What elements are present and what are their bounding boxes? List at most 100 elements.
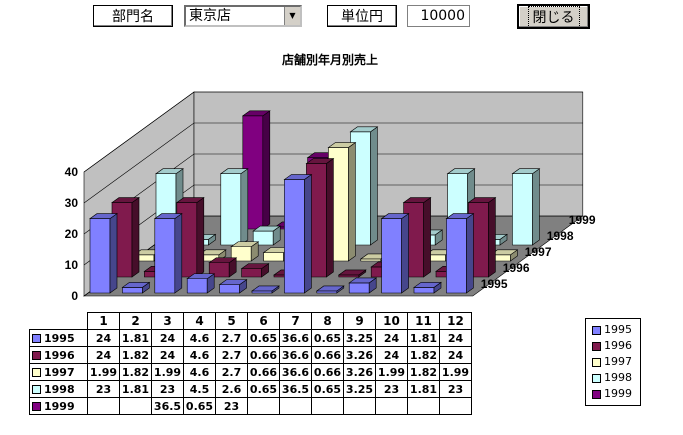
close-button[interactable]: 閉じる xyxy=(517,4,590,29)
bar-top-1995-12 xyxy=(445,213,475,219)
bar-top-1996-8 xyxy=(337,269,367,276)
bar-top-1998-4 xyxy=(252,225,282,232)
legend-swatch xyxy=(592,357,601,367)
table-cell: 1.82 xyxy=(119,346,152,364)
legend-swatch xyxy=(592,325,601,335)
y-tick-label: 20 xyxy=(65,227,79,241)
x-tick-label: 1 xyxy=(87,312,120,330)
table-cell: 1.82 xyxy=(119,363,152,381)
bar-top-1996-1 xyxy=(111,197,140,203)
bar-side-1996-3 xyxy=(196,197,205,278)
table-row-name: 1996 xyxy=(44,348,75,362)
table-cell: 0.65 xyxy=(183,397,216,415)
table-row: 1999 36.5 0.65 23 xyxy=(29,397,472,415)
table-cell: 0.66 xyxy=(311,363,344,381)
bar-front-1995-1 xyxy=(89,218,111,294)
table-cell: 2.7 xyxy=(215,363,248,381)
chart-legend: 1995 1996 1997 1998 1999 xyxy=(585,318,641,406)
chevron-down-icon[interactable]: ▼ xyxy=(284,7,300,25)
legend-swatch xyxy=(592,389,601,399)
data-table: 1 2 3 4 5 6 7 8 9 10 11 12 1995 24 1.81 24 4.6 2.7 0.65 36.… xyxy=(29,312,472,415)
table-cell: 24 xyxy=(151,346,184,364)
table-cell xyxy=(119,397,152,415)
table-cell: 2.7 xyxy=(215,346,248,364)
legend-swatch xyxy=(592,373,601,383)
table-row: 1998 23 1.81 23 4.5 2.6 0.65 36.5 0.65 3.25 23 1.81… xyxy=(29,380,472,398)
legend-label: 1995 xyxy=(604,323,632,336)
bar-top-1995-3 xyxy=(153,213,183,219)
x-tick-label: 12 xyxy=(439,312,472,330)
bar-top-1995-10 xyxy=(380,213,410,219)
y-tick-label: 10 xyxy=(65,258,79,272)
bar-side-1995-1 xyxy=(109,213,118,294)
bar-side-1996-12 xyxy=(488,197,496,278)
bar-front-1998-3 xyxy=(220,173,242,246)
store-select[interactable]: 東京店 ▼ xyxy=(184,5,302,27)
table-cell: 36.6 xyxy=(279,346,312,364)
bar-side-1996-1 xyxy=(131,197,140,278)
bar-front-1996-5 xyxy=(241,268,262,278)
table-cell xyxy=(407,397,440,415)
table-cell: 1.81 xyxy=(119,329,152,347)
series-depth-label: 1998 xyxy=(547,229,574,243)
series-depth-label: 1995 xyxy=(481,277,508,291)
x-tick-label: 9 xyxy=(343,312,376,330)
table-cell xyxy=(87,397,120,415)
table-row: 1995 24 1.81 24 4.6 2.7 0.65 36.6 0.65 3.25 24 1.81… xyxy=(29,329,472,347)
table-cell: 24 xyxy=(439,346,472,364)
legend-swatch xyxy=(32,351,41,360)
y-tick-label: 0 xyxy=(71,289,78,303)
table-cell: 3.25 xyxy=(343,329,376,347)
legend-swatch xyxy=(32,385,41,394)
unit-field[interactable]: 10000 xyxy=(407,5,470,27)
bar-front-1995-8 xyxy=(316,290,338,294)
chart-3d-area: 0 10 20 30 40 1995 1996 1997 1998 1999 xyxy=(65,91,596,303)
bar-side-1996-10 xyxy=(423,197,431,278)
table-row-name: 1999 xyxy=(44,399,75,413)
bar-front-1995-5 xyxy=(219,284,240,294)
table-cell: 36.5 xyxy=(279,380,312,398)
y-tick-label: 40 xyxy=(65,165,79,179)
bar-top-1995-11 xyxy=(413,282,442,288)
bar-side-1995-3 xyxy=(174,213,183,294)
unit-label: 単位円 xyxy=(327,5,397,27)
table-row-name: 1998 xyxy=(44,382,75,396)
bar-top-1996-7 xyxy=(305,158,335,164)
bar-side-1998-3 xyxy=(240,168,249,246)
bar-front-1996-8 xyxy=(338,274,360,278)
legend-item: 1995 xyxy=(592,322,640,338)
table-cell: 1.99 xyxy=(439,363,472,381)
legend-swatch xyxy=(592,341,601,351)
legend-label: 1997 xyxy=(604,355,632,368)
legend-swatch xyxy=(32,402,41,411)
bar-side-1997-7 xyxy=(348,141,356,262)
bar-top-1995-8 xyxy=(315,285,345,292)
bar-side-1999-3 xyxy=(262,110,271,230)
table-cell: 23 xyxy=(87,380,120,398)
legend-item: 1998 xyxy=(592,370,640,386)
table-row-name: 1995 xyxy=(44,331,75,345)
table-row-label: 1998 xyxy=(29,380,88,398)
bar-front-1995-3 xyxy=(154,218,176,294)
x-tick-label: 2 xyxy=(119,312,152,330)
x-tick-label: 8 xyxy=(311,312,344,330)
legend-label: 1999 xyxy=(604,387,632,400)
table-cell: 24 xyxy=(375,329,408,347)
table-cell: 4.6 xyxy=(183,346,216,364)
table-row-label: 1999 xyxy=(29,397,88,415)
table-row: 1996 24 1.82 24 4.6 2.7 0.66 36.6 0.66 3.26 24 1.82… xyxy=(29,346,472,364)
bar-front-1995-2 xyxy=(122,287,143,294)
table-cell: 24 xyxy=(87,346,120,364)
table-row-label: 1996 xyxy=(29,346,88,364)
store-select-value: 東京店 xyxy=(189,8,231,24)
table-cell: 0.66 xyxy=(247,346,280,364)
bar-side-1995-10 xyxy=(401,213,409,294)
bar-front-1998-12 xyxy=(512,173,533,246)
table-cell: 23 xyxy=(215,397,248,415)
bar-side-1995-7 xyxy=(304,173,312,294)
legend-item: 1997 xyxy=(592,354,640,370)
bar-top-1998-10 xyxy=(446,168,476,174)
bar-top-1996-10 xyxy=(402,197,432,203)
table-cell: 0.65 xyxy=(247,329,280,347)
bar-top-1995-5 xyxy=(218,279,248,285)
